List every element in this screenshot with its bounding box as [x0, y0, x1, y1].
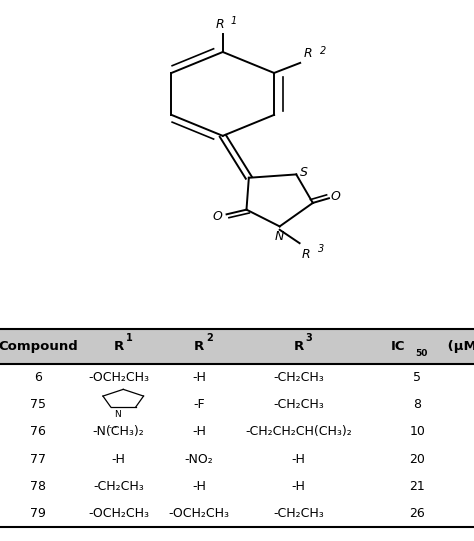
Text: - -: - -: [109, 423, 117, 432]
Text: 2: 2: [206, 333, 213, 342]
Text: -H: -H: [192, 371, 206, 384]
Text: 50: 50: [415, 349, 427, 358]
Text: -CH₂CH₃: -CH₂CH₃: [93, 480, 144, 493]
Text: -H: -H: [111, 453, 126, 466]
Text: Compound: Compound: [0, 340, 78, 353]
Text: 20: 20: [409, 453, 425, 466]
Text: -OCH₂CH₃: -OCH₂CH₃: [169, 507, 229, 520]
Text: O: O: [212, 210, 222, 223]
Text: 75: 75: [30, 398, 46, 411]
Text: O: O: [331, 190, 340, 203]
Text: -OCH₂CH₃: -OCH₂CH₃: [88, 371, 149, 384]
Text: R: R: [304, 47, 312, 60]
Text: -CH₂CH₃: -CH₂CH₃: [273, 398, 324, 411]
Text: 1: 1: [230, 16, 237, 26]
Text: -CH₂CH₃: -CH₂CH₃: [273, 507, 324, 520]
Text: 10: 10: [409, 425, 425, 438]
Text: R: R: [194, 340, 204, 353]
FancyBboxPatch shape: [0, 329, 474, 364]
Text: 5: 5: [413, 371, 421, 384]
Text: 77: 77: [30, 453, 46, 466]
Text: -H: -H: [192, 425, 206, 438]
Text: -N(CH₃)₂: -N(CH₃)₂: [92, 425, 145, 438]
Text: -NO₂: -NO₂: [185, 453, 213, 466]
Text: 78: 78: [30, 480, 46, 493]
Text: 8: 8: [413, 398, 421, 411]
Text: R: R: [216, 18, 225, 31]
Text: IC: IC: [391, 340, 405, 353]
Text: -OCH₂CH₃: -OCH₂CH₃: [88, 507, 149, 520]
Text: -CH₂CH₃: -CH₂CH₃: [273, 371, 324, 384]
Text: 3: 3: [306, 333, 312, 342]
Text: -H: -H: [292, 453, 306, 466]
Text: -H: -H: [292, 480, 306, 493]
Text: N: N: [275, 230, 284, 243]
Text: 21: 21: [409, 480, 425, 493]
Text: R: R: [302, 248, 310, 261]
Text: S: S: [300, 166, 308, 179]
Text: 79: 79: [30, 507, 46, 520]
Text: 6: 6: [34, 371, 42, 384]
Text: R: R: [293, 340, 304, 353]
Text: 2: 2: [320, 45, 326, 56]
Text: -F: -F: [193, 398, 205, 411]
Text: 1: 1: [126, 333, 132, 342]
Text: 3: 3: [318, 243, 324, 254]
Text: -CH₂CH₂CH(CH₃)₂: -CH₂CH₂CH(CH₃)₂: [245, 425, 352, 438]
Text: 76: 76: [30, 425, 46, 438]
Text: (μM): (μM): [443, 340, 474, 353]
Text: N: N: [114, 410, 121, 419]
Text: R: R: [113, 340, 124, 353]
Text: 26: 26: [409, 507, 425, 520]
Text: -H: -H: [192, 480, 206, 493]
